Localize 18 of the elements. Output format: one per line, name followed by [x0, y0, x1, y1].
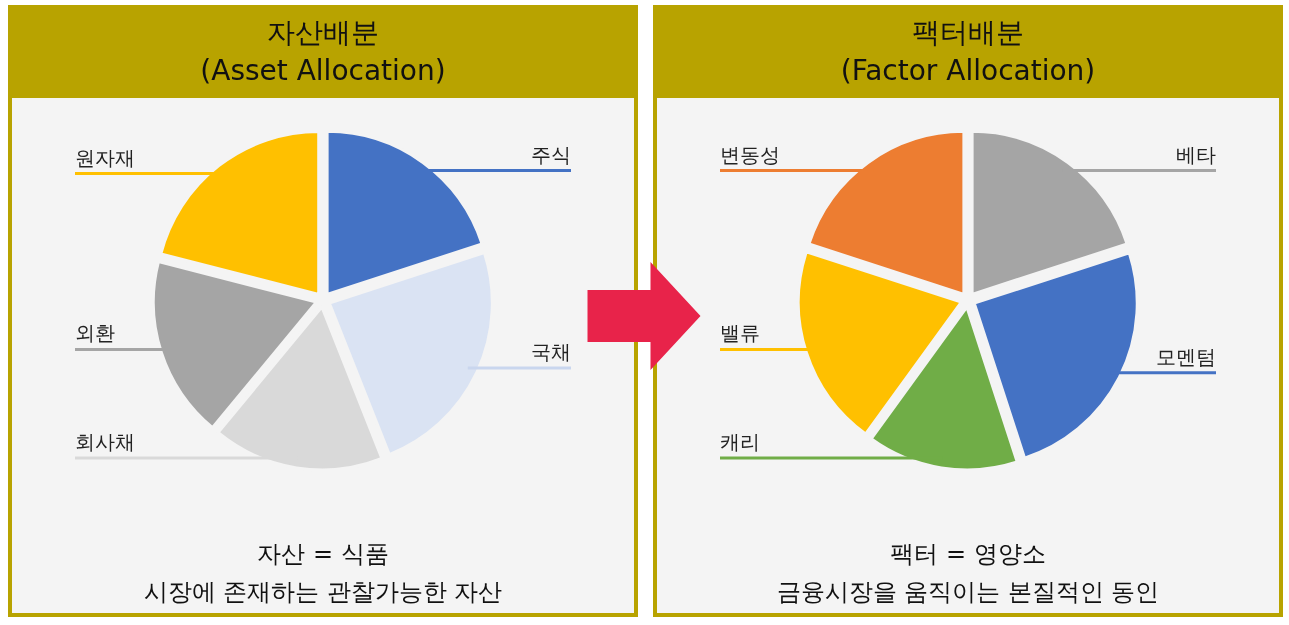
chart-subtitle: (Asset Allocation): [200, 54, 446, 87]
slice-label: 원자재: [75, 145, 135, 170]
text: 시장에 존재하는 관찰가능한 자산: [143, 578, 503, 606]
text: 금융시장을 움직이는 본질적인 동인: [776, 578, 1160, 606]
slice-label: 회사채: [75, 430, 135, 455]
slice-label: 주식: [531, 142, 571, 167]
slice-label: 변동성: [720, 142, 780, 167]
chart-title: 자산배분: [267, 16, 379, 49]
slice-label: 밸류: [720, 321, 760, 346]
slice-label: 외환: [75, 321, 115, 346]
text: 자산 = 식품: [257, 540, 389, 568]
slice-label: 캐리: [720, 430, 760, 455]
chart-subtitle: (Factor Allocation): [840, 54, 1096, 87]
slice-label: 국채: [531, 340, 571, 365]
slice-label: 베타: [1176, 142, 1216, 167]
slice-label: 모멘텀: [1156, 344, 1216, 369]
chart-title: 팩터배분: [912, 16, 1024, 49]
text: 팩터 = 영양소: [890, 540, 1046, 568]
